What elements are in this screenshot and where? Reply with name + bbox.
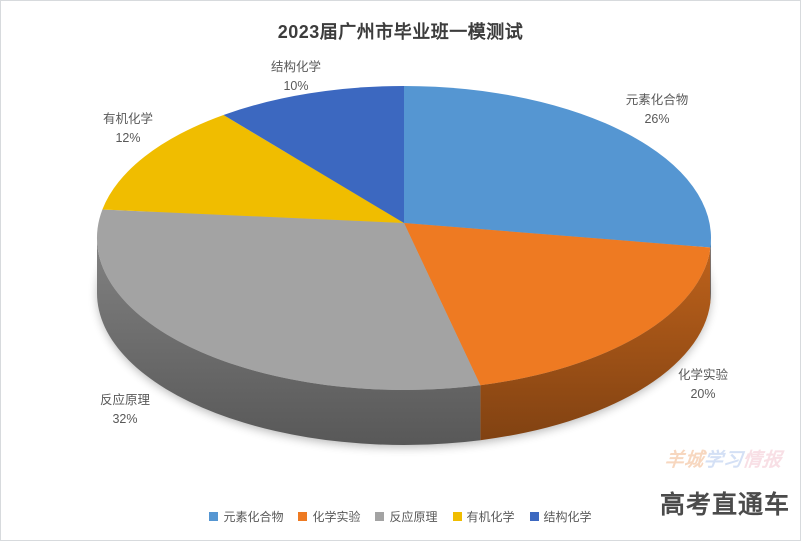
pie-side-walls — [97, 238, 711, 445]
watermark-logo-segment-2: 情报 — [741, 450, 783, 471]
legend-item-3: 有机化学 — [452, 508, 515, 525]
pie-slice-side-0 — [710, 238, 711, 303]
legend-swatch-4 — [529, 512, 539, 521]
pie-slice-2 — [96, 209, 481, 390]
legend-item-4: 结构化学 — [529, 508, 592, 525]
watermark-caption: 高考直通车 — [660, 491, 791, 519]
legend-label-1: 化学实验 — [312, 510, 361, 524]
pie-slice-3 — [102, 115, 405, 223]
legend-label-4: 结构化学 — [543, 510, 592, 524]
pie-slice-side-1 — [480, 247, 711, 441]
legend-item-0: 元素化合物 — [209, 508, 283, 525]
legend-swatch-0 — [209, 512, 219, 521]
watermark-logo: 羊城学习情报 — [663, 445, 800, 472]
watermark-logo-segment-1: 学习 — [702, 450, 744, 471]
legend-swatch-1 — [298, 512, 308, 521]
watermark-logo-segment-0: 羊城 — [663, 450, 705, 471]
pie-slice-1 — [404, 223, 711, 386]
legend-item-2: 反应原理 — [375, 508, 438, 525]
chart-title: 2023届广州市毕业班一模测试 — [277, 22, 524, 42]
pie-slice-side-2 — [97, 238, 481, 445]
legend-label-0: 元素化合物 — [223, 510, 284, 524]
legend-item-1: 化学实验 — [298, 508, 360, 525]
legend-label-3: 有机化学 — [466, 510, 515, 524]
pie-top-slices — [96, 85, 712, 390]
legend: 元素化合物 化学实验 反应原理 有机化学 结构化学 — [1, 508, 800, 525]
pie-slice-0 — [404, 86, 712, 248]
legend-swatch-2 — [375, 512, 385, 521]
legend-swatch-3 — [452, 512, 462, 521]
pie-slice-4 — [223, 85, 404, 223]
legend-label-2: 反应原理 — [389, 510, 438, 524]
